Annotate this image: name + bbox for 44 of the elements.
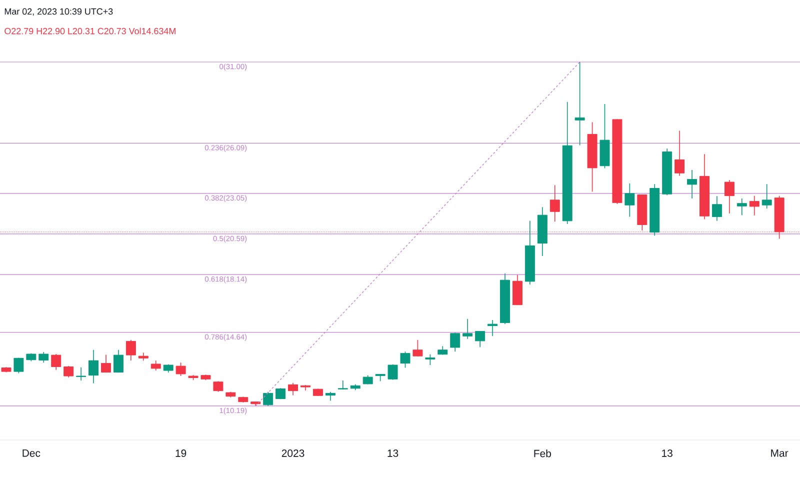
text: Mar 02, 2023 10:39 UTC+3	[4, 8, 113, 16]
candlestick	[288, 382, 298, 396]
x-tick-label: Feb	[534, 450, 551, 458]
candlestick	[712, 196, 722, 222]
candlestick	[624, 183, 635, 218]
candlestick	[126, 340, 136, 361]
candlestick	[213, 380, 224, 392]
candlestick	[38, 352, 49, 364]
x-tick-label: Dec	[22, 450, 40, 457]
candlestick	[512, 274, 522, 306]
candlestick	[450, 332, 460, 352]
candlestick	[488, 320, 498, 337]
candlestick	[550, 184, 560, 222]
candlestick	[263, 391, 274, 406]
candlestick	[462, 318, 473, 340]
candlestick	[88, 349, 99, 384]
candlestick	[150, 360, 161, 371]
x-tick-label: 13	[662, 450, 672, 457]
candlestick	[475, 330, 486, 348]
candlestick	[687, 170, 698, 199]
candlestick	[76, 367, 86, 381]
x-tick-label: 13	[388, 450, 398, 457]
x-tick-label: Mar	[771, 450, 788, 457]
candlestick	[14, 357, 24, 374]
candlestick	[412, 340, 423, 357]
candlestick	[113, 349, 124, 373]
candlestick	[338, 380, 348, 390]
candlestick	[674, 130, 685, 176]
candlestick	[64, 366, 74, 378]
x-tick-label: 19	[176, 450, 186, 457]
candlestick	[749, 195, 760, 216]
candlestick	[100, 354, 111, 373]
text: O22.79 H22.90 L20.31 C20.73 Vol14.634M	[4, 28, 176, 34]
candlestick	[176, 362, 186, 376]
candlestick	[736, 198, 747, 216]
candlestick	[388, 364, 398, 380]
candlestick	[762, 184, 772, 209]
x-tick-label: 2023	[282, 450, 304, 457]
candlestick	[574, 62, 585, 146]
candlestick	[724, 180, 734, 214]
candlestick	[325, 391, 336, 402]
candlestick	[51, 354, 62, 370]
candlestick	[425, 354, 436, 366]
candlestick	[400, 351, 410, 368]
